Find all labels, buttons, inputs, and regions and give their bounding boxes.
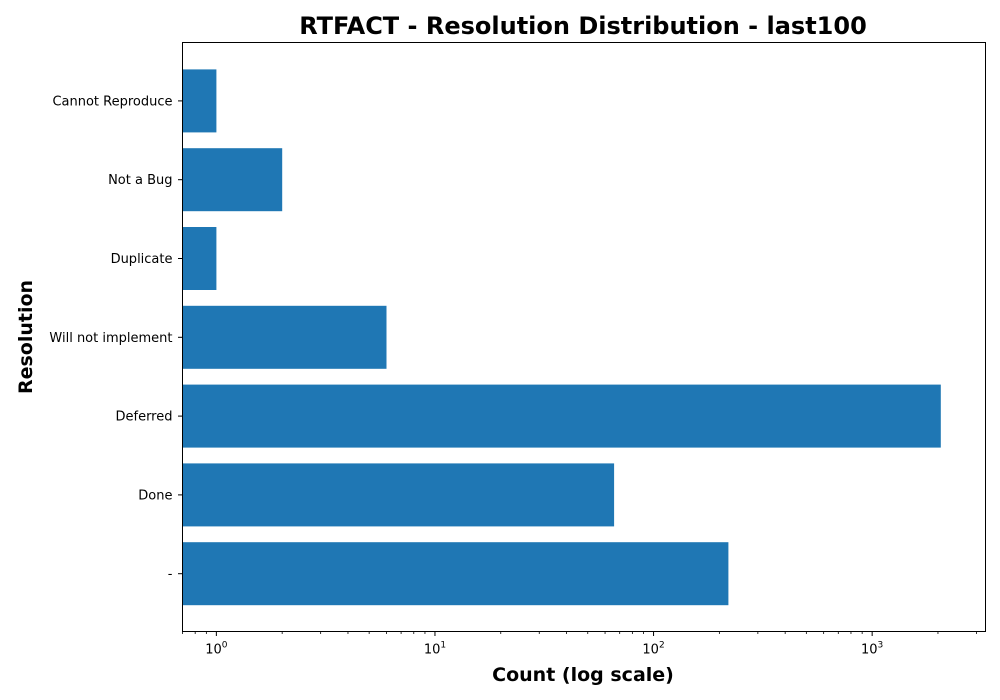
x-tick-label: 100: [205, 641, 228, 658]
bar-3: [183, 306, 387, 369]
y-ticks-group: Cannot Reproduce Not a Bug Duplicate Will n…: [49, 94, 182, 582]
bar-1: [183, 148, 283, 211]
bar-5: [183, 463, 615, 526]
y-tick-label: Deferred: [115, 410, 172, 425]
chart-title: RTFACT - Resolution Distribution - last1…: [299, 12, 867, 40]
x-ticks-group: 100 101 102 103: [183, 632, 977, 658]
y-tick-label: Not a Bug: [108, 173, 172, 188]
bar-6: [183, 542, 729, 605]
bar-4: [183, 385, 941, 448]
y-tick-label: Done: [138, 488, 172, 503]
bars-group: [183, 69, 941, 605]
bar-2: [183, 227, 217, 290]
x-tick-label: 103: [861, 641, 883, 658]
x-axis-label: Count (log scale): [492, 664, 674, 686]
y-tick-label: Cannot Reproduce: [52, 94, 172, 109]
x-tick-label: 101: [424, 641, 446, 658]
x-tick-label: 102: [642, 641, 664, 658]
bar-0: [183, 69, 217, 132]
y-tick-label: Will not implement: [49, 331, 172, 346]
y-axis-label: Resolution: [15, 280, 37, 394]
y-tick-label: -: [168, 567, 173, 582]
y-tick-label: Duplicate: [111, 252, 173, 267]
